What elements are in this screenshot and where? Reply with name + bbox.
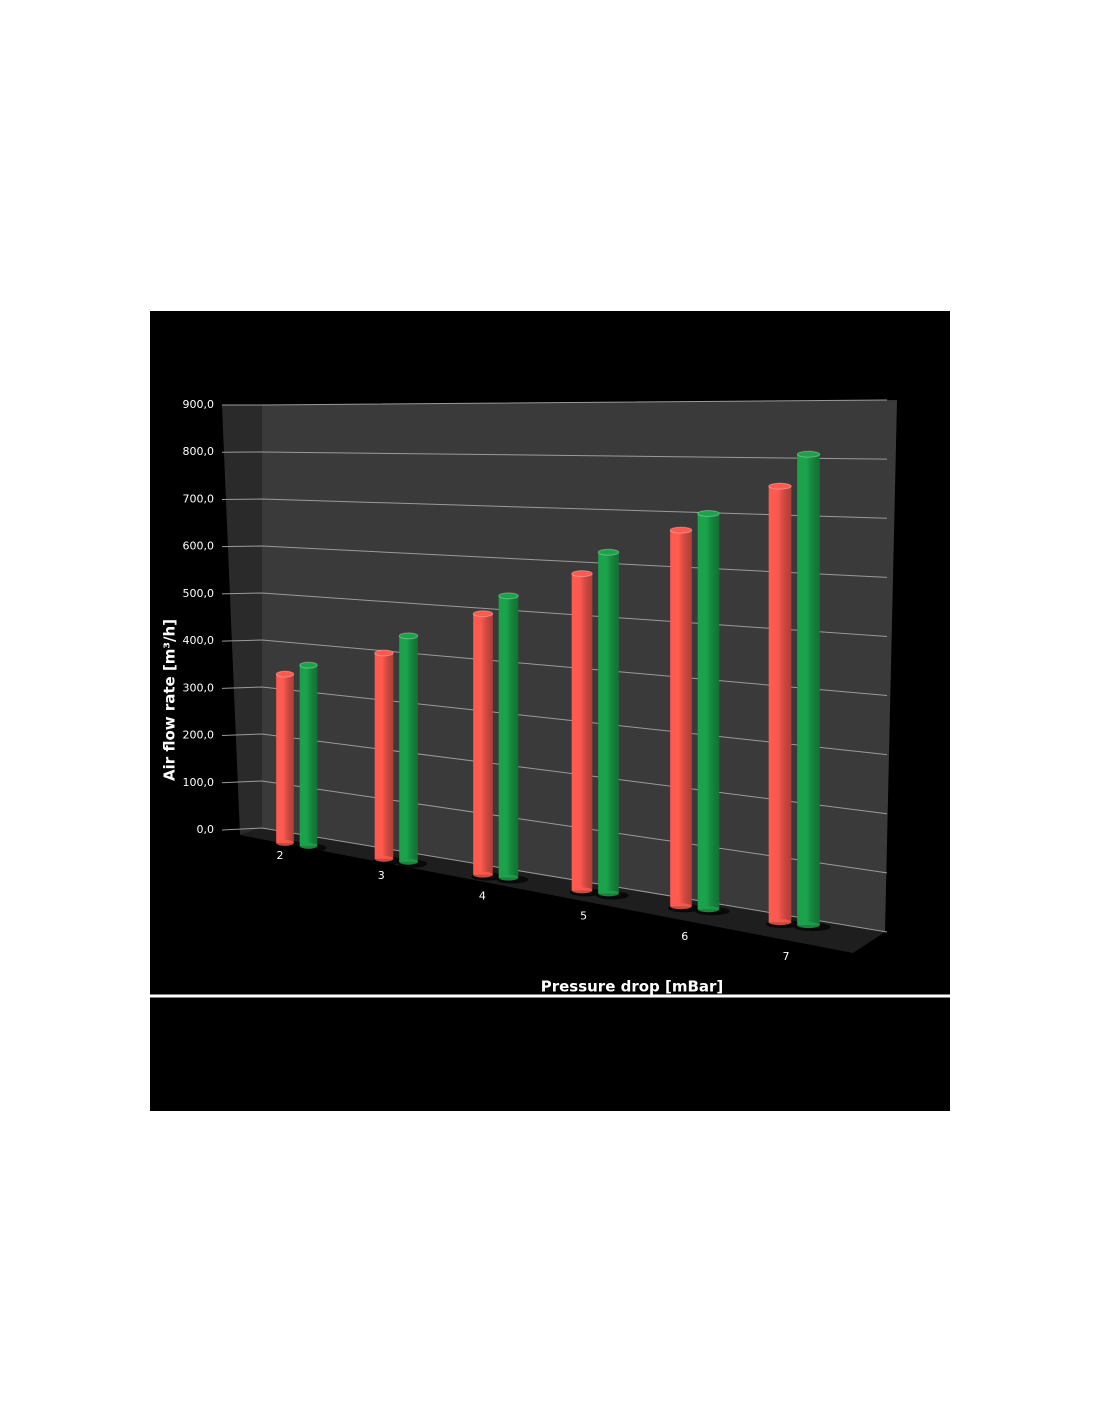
bar-bottom [797, 922, 820, 929]
x-tick-label: 6 [681, 930, 688, 943]
bar-bottom [498, 874, 519, 881]
bar-shade [768, 486, 792, 923]
bar-cap [697, 509, 720, 517]
x-tick-label: 3 [378, 869, 385, 882]
y-axis-title: Air flow rate [m³/h] [161, 619, 179, 781]
bar-shade [598, 552, 619, 894]
y-tick-label: 200,0 [183, 729, 215, 742]
grid-line [221, 451, 888, 460]
bar-cap [768, 482, 792, 490]
y-tick-label: 700,0 [183, 492, 215, 505]
x-tick-label: 7 [783, 950, 790, 963]
grid-line [221, 498, 888, 519]
bar-shade [697, 513, 720, 910]
y-tick-label: 900,0 [183, 398, 215, 411]
bar-shade [670, 530, 692, 907]
bar-cap [398, 632, 419, 640]
bar-shade [276, 674, 294, 843]
y-tick-label: 500,0 [183, 587, 215, 600]
bar-shade [797, 454, 820, 926]
y-tick-label: 300,0 [183, 681, 215, 694]
bar-cap [796, 450, 821, 458]
bar-shade [571, 573, 593, 891]
y-tick-label: 400,0 [183, 634, 215, 647]
bar-cap [597, 548, 620, 556]
bar-bottom [768, 919, 792, 926]
x-tick-label: 4 [479, 889, 486, 902]
bar-cap [571, 570, 593, 578]
y-tick-label: 800,0 [183, 445, 215, 458]
bar-shade [299, 665, 318, 846]
bar-cap [669, 526, 693, 534]
x-tick-label: 2 [277, 849, 284, 862]
bar-shade [498, 595, 519, 878]
bar-bottom [374, 855, 394, 862]
bar-bottom [670, 903, 692, 910]
bar-bottom [571, 887, 593, 894]
y-tick-label: 600,0 [183, 540, 215, 553]
x-axis-title: Pressure drop [mBar] [541, 978, 724, 996]
bar-bottom [697, 906, 720, 913]
bar-cap [374, 649, 394, 657]
grid-line [222, 399, 888, 406]
bar-bottom [299, 842, 318, 849]
y-tick-label: 0,0 [197, 823, 215, 836]
bar-bottom [473, 871, 493, 878]
side-wall [222, 405, 262, 835]
bar-bottom [598, 890, 619, 897]
bar-shade [374, 652, 394, 859]
bar-bottom [276, 839, 294, 846]
x-tick-label: 5 [580, 910, 587, 923]
bar-bottom [399, 858, 418, 865]
y-tick-label: 100,0 [183, 776, 215, 789]
bar-shade [399, 635, 418, 862]
bar-cap [498, 592, 519, 600]
bar-cap [299, 661, 318, 669]
bar-shade [473, 613, 493, 875]
bar-cap [275, 670, 295, 678]
bar-cap [472, 610, 494, 618]
